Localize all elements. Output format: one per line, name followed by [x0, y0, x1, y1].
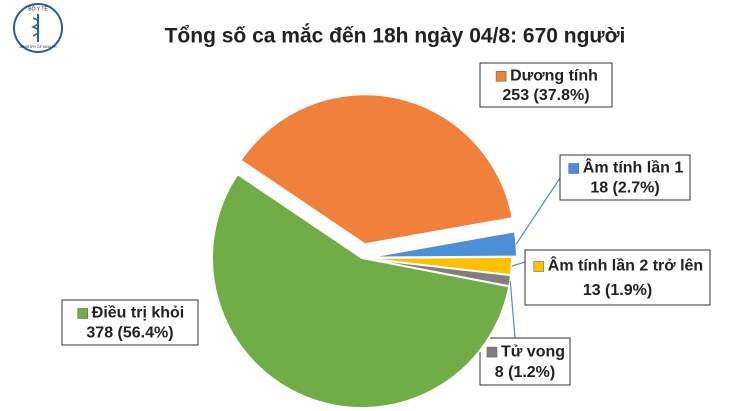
- value-label: 378 (56.4%): [86, 325, 173, 342]
- pie-slice: [366, 230, 518, 259]
- value-label: 8 (1.2%): [495, 364, 555, 381]
- category-label: Tử vong: [501, 343, 565, 360]
- chart-title: Tổng số ca mắc đến 18h ngày 04/8: 670 ng…: [165, 24, 626, 48]
- value-label: 13 (1.9%): [583, 282, 652, 299]
- value-label: 18 (2.7%): [590, 180, 659, 197]
- leader-line: [509, 280, 516, 339]
- label-box: [559, 154, 691, 201]
- legend-swatch: [486, 346, 498, 358]
- logo-snake: [31, 17, 40, 37]
- legend-swatch: [77, 308, 89, 319]
- legend-swatch: [568, 163, 580, 174]
- label-box: [479, 62, 613, 108]
- label-box: [479, 337, 571, 386]
- category-label: Dương tính: [510, 67, 598, 84]
- pie-slice: [239, 93, 514, 246]
- leader-line: [515, 177, 561, 245]
- label-box: [524, 249, 711, 306]
- pie-slice: [211, 172, 511, 409]
- logo-bottom: MINISTRY OF HEALTH: [20, 45, 57, 49]
- value-label: 253 (37.8%): [502, 87, 589, 104]
- category-label: Âm tính lần 2 trở lên: [548, 256, 703, 275]
- leader-line: [511, 261, 526, 267]
- legend-swatch: [533, 261, 545, 272]
- logo: BỘ Y TẾ MINISTRY OF HEALTH: [13, 3, 63, 53]
- category-label: Âm tính lần 1: [583, 158, 684, 177]
- category-label: Điều trị khỏi: [92, 305, 184, 322]
- legend-swatch: [495, 70, 507, 82]
- logo-top: BỘ Y TẾ: [28, 5, 48, 12]
- label-box: [61, 299, 199, 346]
